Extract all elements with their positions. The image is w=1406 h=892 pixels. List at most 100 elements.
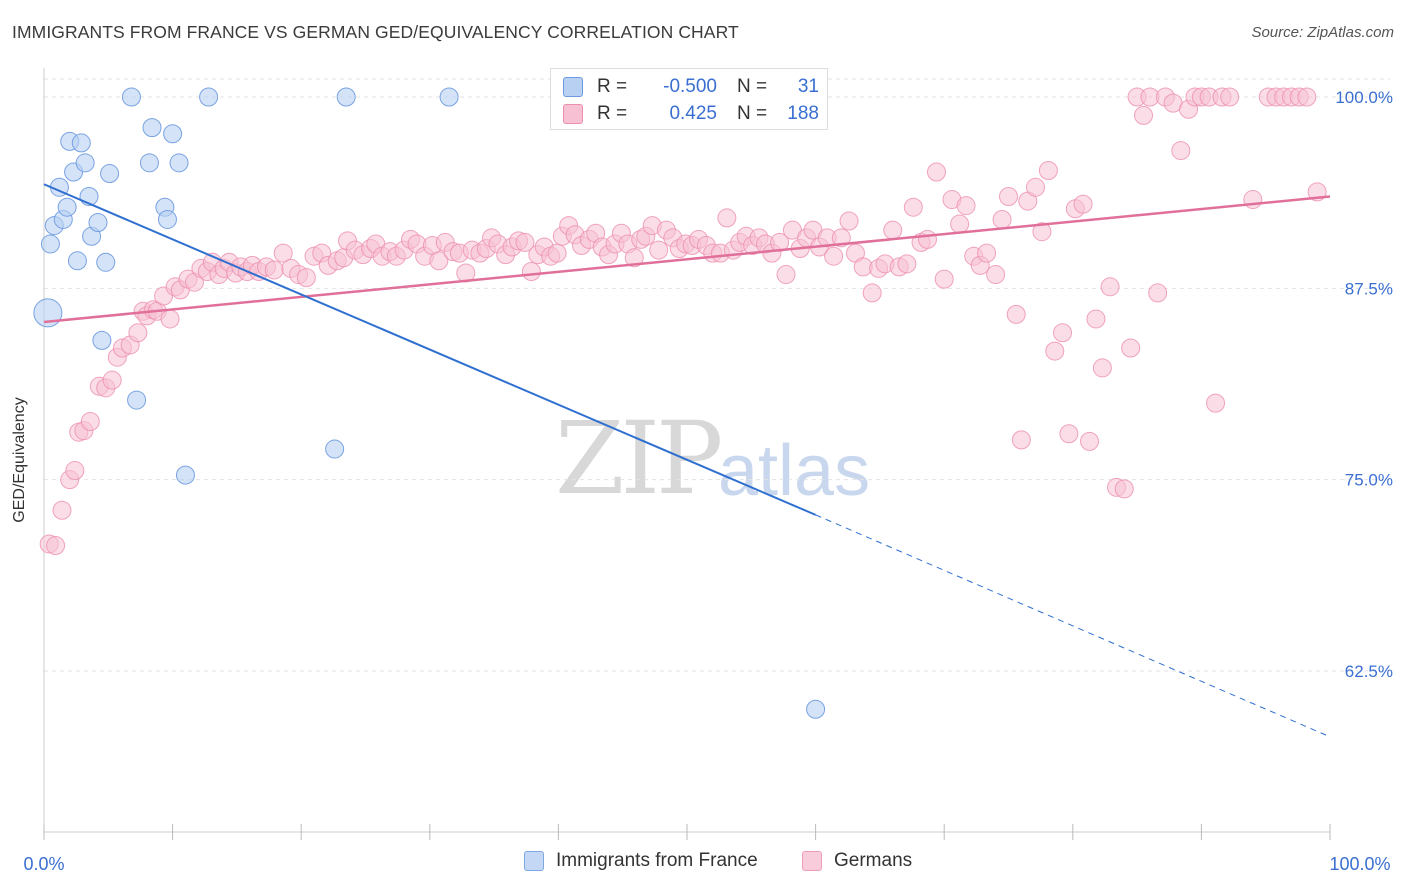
germans-point — [296, 268, 316, 288]
y-tick-label: 87.5% — [1345, 279, 1393, 298]
germans-point — [824, 246, 844, 266]
r-value: -0.500 — [663, 76, 717, 97]
germans-point — [128, 323, 148, 343]
france-point — [57, 197, 77, 217]
germans-point — [1134, 105, 1154, 125]
germans-point — [1080, 431, 1100, 451]
germans-point — [46, 535, 66, 555]
germans-point — [1053, 323, 1073, 343]
watermark-atlas: atlas — [718, 431, 871, 511]
france-trend-line — [43, 183, 816, 516]
germans-points — [39, 87, 1327, 555]
germans-point — [934, 269, 954, 289]
legend-label-germans: Germans — [834, 850, 913, 871]
germans-point — [1006, 304, 1026, 324]
axes — [43, 68, 1331, 840]
y-tick-label: 62.5% — [1345, 662, 1393, 681]
germans-point — [1026, 177, 1046, 197]
germans-point — [521, 261, 541, 281]
france-point — [336, 87, 356, 107]
n-label: N = — [737, 76, 768, 97]
germans-point — [1073, 194, 1093, 214]
r-value: 0.425 — [669, 103, 717, 124]
france-point — [71, 133, 91, 153]
germans-point — [52, 500, 72, 520]
france-swatch — [563, 77, 583, 97]
france-point — [88, 213, 108, 233]
germans-point — [1297, 87, 1317, 107]
germans-point — [515, 232, 535, 252]
germans-point — [80, 412, 100, 432]
germans-point — [1045, 341, 1065, 361]
france-point — [96, 252, 116, 272]
grid-lines — [44, 78, 1390, 672]
france-point — [806, 699, 826, 719]
tick-labels: 62.5% 75.0% 87.5% 100.0% 0.0% 100.0% — [23, 88, 1393, 874]
n-value: 31 — [797, 76, 819, 97]
source-label: Source: ZipAtlas.com — [1251, 24, 1394, 41]
germans-point — [1114, 479, 1134, 499]
france-point — [139, 153, 159, 173]
france-trend-extension — [815, 514, 1331, 738]
r-label: R = — [597, 103, 628, 124]
germans-swatch — [563, 104, 583, 124]
france-point — [175, 465, 195, 485]
germans-point — [1206, 393, 1226, 413]
germans-point — [831, 228, 851, 248]
x-tick-label: 100.0% — [1329, 854, 1390, 874]
germans-point — [1171, 141, 1191, 161]
stats-legend-box: R = -0.500 N = 31 R = 0.425 N = 188 — [550, 68, 828, 130]
legend-item-france: Immigrants from France — [524, 850, 758, 872]
germans-point — [273, 243, 293, 263]
germans-point — [897, 254, 917, 274]
france-point — [75, 153, 95, 173]
germans-point — [862, 283, 882, 303]
y-tick-label: 100.0% — [1335, 88, 1393, 107]
france-point — [121, 87, 141, 107]
france-points — [33, 87, 826, 719]
germans-point — [917, 229, 937, 249]
trend-lines — [43, 183, 1331, 738]
france-point — [67, 251, 87, 271]
france-point — [100, 164, 120, 184]
germans-point — [102, 370, 122, 390]
germans-point — [999, 186, 1018, 206]
france-point — [439, 87, 459, 107]
france-point — [40, 234, 60, 254]
r-label: R = — [597, 76, 628, 97]
germans-point — [956, 196, 976, 216]
germans-point — [160, 309, 180, 329]
germans-point — [977, 243, 997, 263]
germans-point — [1032, 222, 1052, 242]
germans-point — [926, 162, 946, 182]
germans-point — [986, 265, 1006, 285]
germans-point — [1059, 424, 1079, 444]
france-point — [169, 153, 189, 173]
legend-swatch-germans — [802, 851, 822, 871]
germans-point — [992, 209, 1012, 229]
y-tick-label: 75.0% — [1345, 471, 1393, 490]
germans-point — [1100, 277, 1120, 297]
legend-swatch-france — [524, 851, 544, 871]
germans-point — [717, 208, 737, 228]
germans-point — [65, 460, 85, 480]
france-point — [127, 390, 147, 410]
n-value: 188 — [787, 103, 819, 124]
germans-trend-line — [43, 195, 1331, 324]
legend-item-germans: Germans — [802, 850, 912, 872]
germans-point — [1038, 160, 1058, 180]
france-point — [157, 209, 177, 229]
n-label: N = — [737, 103, 768, 124]
stats-row-france: R = -0.500 N = 31 — [563, 75, 819, 99]
france-point — [92, 330, 112, 350]
germans-point — [950, 214, 970, 234]
germans-point — [903, 197, 923, 217]
germans-point — [883, 220, 903, 240]
france-point — [163, 124, 183, 144]
germans-point — [264, 260, 284, 280]
germans-point — [547, 243, 567, 263]
france-point — [142, 118, 162, 138]
france-point — [199, 87, 219, 107]
france-point — [325, 439, 345, 459]
